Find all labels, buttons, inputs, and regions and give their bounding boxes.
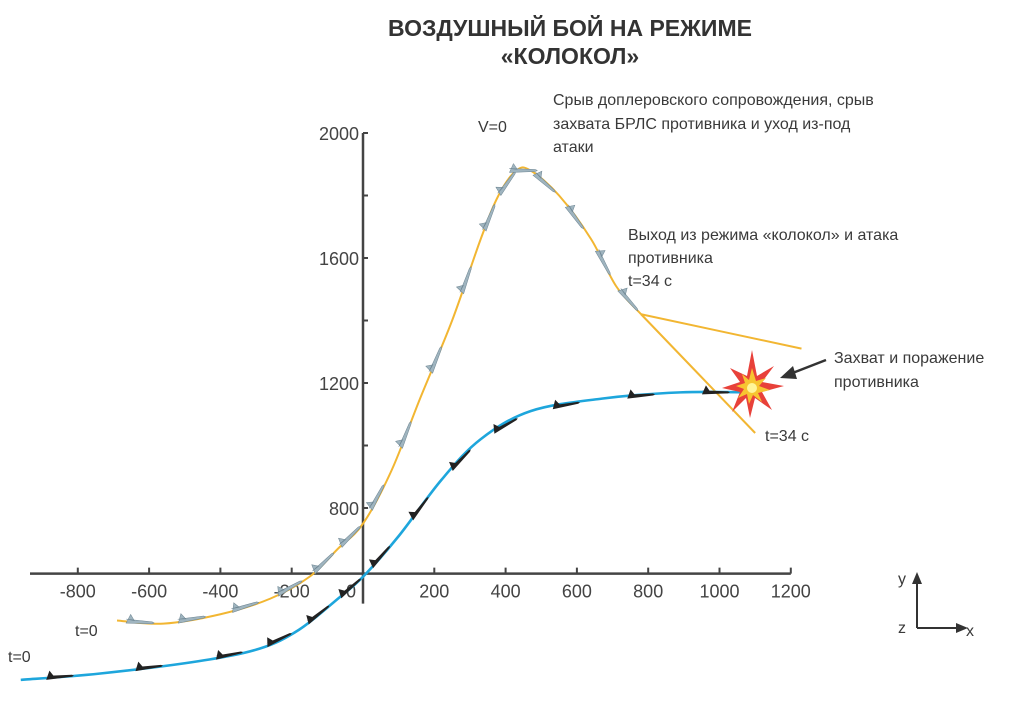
aircraft-icon	[311, 552, 335, 575]
aircraft-icon	[617, 287, 639, 312]
aircraft-icon	[276, 580, 303, 597]
series-line	[20, 390, 752, 682]
axes: -800 -600 -400 -200 0 200 400 600 800 1000 1200 800…	[30, 124, 811, 604]
aircraft-icon	[368, 545, 391, 569]
aircraft-icon	[455, 266, 472, 295]
annotation-breakaway-3: атаки	[553, 139, 594, 156]
x-tick-label: -400	[202, 582, 238, 602]
x-tick-label: -200	[274, 582, 310, 602]
aircraft-icon	[478, 203, 496, 232]
chart-title-line1: ВОЗДУШНЫЙ БОЙ НА РЕЖИМЕ	[388, 14, 752, 41]
x-tick-label: 1200	[771, 582, 811, 602]
arrow-icon	[780, 358, 827, 379]
y-tick-label: 1600	[319, 249, 359, 269]
aircraft-icon	[552, 399, 580, 410]
y-tick-label: 2000	[319, 124, 359, 144]
annotation-t34-blue: t=34 с	[765, 428, 809, 445]
x-tick-label: -800	[60, 582, 96, 602]
annotation-exit-3: t=34 с	[628, 273, 672, 290]
aircraft-icon	[449, 449, 471, 472]
annotation-breakaway-1: Срыв доплеровского сопровождения, срыв	[553, 92, 874, 109]
series-branch-line	[640, 313, 802, 350]
aircraft-icon	[306, 605, 330, 625]
aircraft-icon	[395, 421, 412, 449]
annotation-exit-2: противника	[628, 250, 713, 267]
aircraft-icon	[215, 650, 244, 660]
x-tick-label: 800	[633, 582, 663, 602]
axis-label-x: x	[966, 623, 974, 640]
aircraft-icon	[338, 525, 361, 548]
aircraft-icon	[509, 162, 538, 173]
y-tick-label: 1200	[319, 374, 359, 394]
aircraft-icon	[408, 496, 429, 521]
aircraft-icon	[177, 613, 207, 624]
x-tick-label: -600	[131, 582, 167, 602]
aircraft-icon	[701, 385, 730, 395]
annotation-t0-blue: t=0	[8, 649, 31, 666]
aircraft-icon	[425, 346, 442, 374]
axis-label-z: z	[898, 620, 906, 637]
x-tick-label: 600	[562, 582, 592, 602]
x-tick-label: 400	[491, 582, 521, 602]
x-tick-label: 200	[419, 582, 449, 602]
aircraft-icon	[492, 418, 518, 434]
aircraft-icon	[338, 578, 362, 599]
annotation-t0-orange: t=0	[75, 623, 98, 640]
series-line	[116, 166, 642, 625]
aircraft-icon	[231, 601, 260, 613]
explosion-icon	[722, 350, 784, 418]
x-tick-label: 1000	[699, 582, 739, 602]
axis-label-y: y	[898, 571, 906, 588]
axes-triad-icon	[912, 572, 968, 633]
aircraft-icon	[594, 249, 611, 276]
series-branch-line	[640, 313, 756, 434]
y-tick-label: 800	[329, 499, 359, 519]
aircraft-icon	[532, 170, 556, 193]
aircraft-icon	[564, 204, 584, 230]
annotation-breakaway-2: захвата БРЛС противника и уход из-под	[553, 116, 851, 133]
aircraft-icon	[125, 613, 155, 625]
x-tick-label: 0	[346, 582, 356, 602]
chart-title-line2: «КОЛОКОЛ»	[501, 43, 639, 69]
annotation-kill-1: Захват и поражение	[834, 350, 984, 367]
aircraft-icon	[134, 661, 163, 672]
aircraft-icon	[45, 670, 74, 680]
annotation-kill-2: противника	[834, 374, 919, 391]
annotation-exit-1: Выход из режима «колокол» и атака	[628, 227, 898, 244]
aircraft-icon	[265, 633, 292, 648]
aircraft-icon	[626, 389, 656, 399]
aircraft-icon	[365, 484, 385, 511]
annotation-v0: V=0	[478, 119, 507, 136]
aircraft-markers	[45, 162, 730, 680]
